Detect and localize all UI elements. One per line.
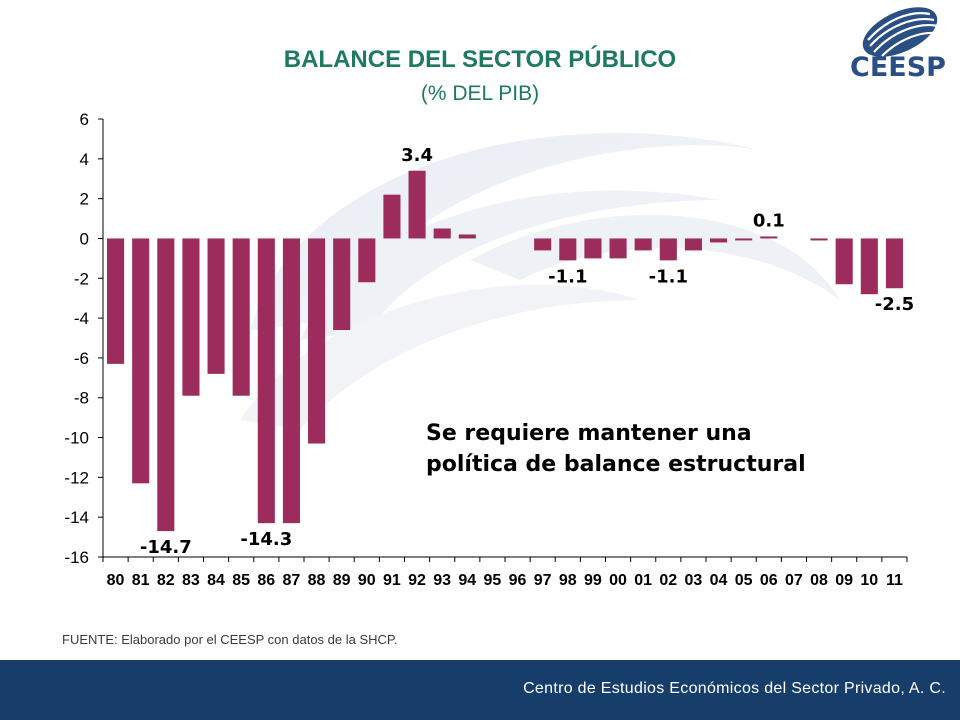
x-tick-label: 95 xyxy=(484,572,502,589)
x-tick-label: 94 xyxy=(458,572,476,589)
bar xyxy=(182,238,200,396)
x-tick-label: 93 xyxy=(433,572,451,589)
y-tick-label: -16 xyxy=(64,548,89,567)
bar xyxy=(659,238,677,261)
x-tick-label: 80 xyxy=(107,572,125,589)
data-label: -14.3 xyxy=(240,529,292,550)
x-tick-label: 11 xyxy=(886,572,903,589)
bar xyxy=(107,238,125,364)
data-label: 0.1 xyxy=(753,210,785,231)
x-tick-label: 02 xyxy=(659,572,677,589)
y-tick-label: -2 xyxy=(74,269,89,288)
x-tick-label: 90 xyxy=(358,572,376,589)
bar xyxy=(408,170,426,239)
bar xyxy=(710,238,728,243)
annotation-line-1: Se requiere mantener una xyxy=(426,421,752,446)
bar xyxy=(132,238,150,484)
x-tick-label: 07 xyxy=(785,572,803,589)
bar xyxy=(735,238,753,241)
footer-bar: Centro de Estudios Económicos del Sector… xyxy=(0,660,960,720)
y-tick-label: 0 xyxy=(80,229,89,248)
bar xyxy=(308,238,326,444)
x-tick-label: 86 xyxy=(257,572,275,589)
x-tick-label: 97 xyxy=(534,572,552,589)
bar xyxy=(634,238,652,251)
bar xyxy=(433,228,451,239)
bar xyxy=(207,238,225,374)
bar xyxy=(383,194,401,239)
data-label: -1.1 xyxy=(649,266,688,287)
x-tick-label: 04 xyxy=(710,572,728,589)
annotation-note: Se requiere mantener una política de bal… xyxy=(426,418,806,480)
x-tick-label: 91 xyxy=(383,572,401,589)
x-tick-label: 00 xyxy=(609,572,627,589)
x-tick-label: 09 xyxy=(835,572,853,589)
bar xyxy=(835,238,853,285)
x-tick-label: 83 xyxy=(182,572,200,589)
bar xyxy=(760,236,778,239)
y-tick-label: 6 xyxy=(80,110,89,129)
x-tick-label: 06 xyxy=(760,572,778,589)
data-label: -14.7 xyxy=(140,537,192,558)
ceesp-logo-icon xyxy=(862,7,941,57)
bar xyxy=(358,238,376,283)
x-tick-label: 05 xyxy=(735,572,753,589)
bar xyxy=(885,238,903,289)
x-tick-label: 10 xyxy=(860,572,878,589)
x-tick-label: 98 xyxy=(559,572,577,589)
bar xyxy=(157,238,175,532)
bar xyxy=(860,238,878,295)
x-tick-label: 88 xyxy=(308,572,326,589)
x-tick-label: 99 xyxy=(584,572,602,589)
data-label: -1.1 xyxy=(548,266,587,287)
x-tick-label: 84 xyxy=(207,572,225,589)
bar xyxy=(684,238,702,251)
y-tick-label: 2 xyxy=(80,190,89,209)
x-tick-label: 08 xyxy=(810,572,828,589)
logo-text: CEESP xyxy=(850,52,946,83)
chart-subtitle: (% DEL PIB) xyxy=(420,82,540,105)
y-tick-label: -8 xyxy=(74,389,89,408)
bar-chart: 6 4 2 0 -2 -4 -6 -8 -10 -12 -14 -16 80 81 82 83 84 85 86 87… xyxy=(64,110,914,589)
x-tick-label: 85 xyxy=(232,572,250,589)
x-tick-label: 96 xyxy=(509,572,527,589)
bar xyxy=(609,238,627,259)
y-tick-label: -4 xyxy=(74,309,89,328)
data-label: -2.5 xyxy=(875,294,914,315)
bar xyxy=(282,238,300,524)
y-tick-label: -6 xyxy=(74,349,89,368)
x-tick-label: 82 xyxy=(157,572,175,589)
x-tick-label: 81 xyxy=(132,572,150,589)
annotation-line-2: política de balance estructural xyxy=(426,452,806,477)
bar xyxy=(534,238,552,251)
bar xyxy=(810,238,828,241)
y-tick-label: 4 xyxy=(80,150,89,169)
bar xyxy=(458,234,476,239)
y-tick-label: -14 xyxy=(64,508,89,527)
bar xyxy=(232,238,250,396)
bar xyxy=(333,238,351,331)
x-tick-label: 89 xyxy=(333,572,351,589)
bar xyxy=(584,238,602,259)
data-label: 3.4 xyxy=(401,145,433,166)
y-tick-label: -12 xyxy=(64,468,89,487)
chart-title: BALANCE DEL SECTOR PÚBLICO xyxy=(283,46,677,73)
bar xyxy=(559,238,577,261)
bar xyxy=(257,238,275,524)
x-tick-label: 03 xyxy=(685,572,703,589)
x-tick-label: 92 xyxy=(408,572,426,589)
source-note: FUENTE: Elaborado por el CEESP con datos… xyxy=(62,632,398,647)
footer-text: Centro de Estudios Económicos del Sector… xyxy=(523,680,946,697)
y-tick-label: -10 xyxy=(64,429,89,448)
x-tick-label: 01 xyxy=(634,572,652,589)
x-tick-label: 87 xyxy=(283,572,301,589)
